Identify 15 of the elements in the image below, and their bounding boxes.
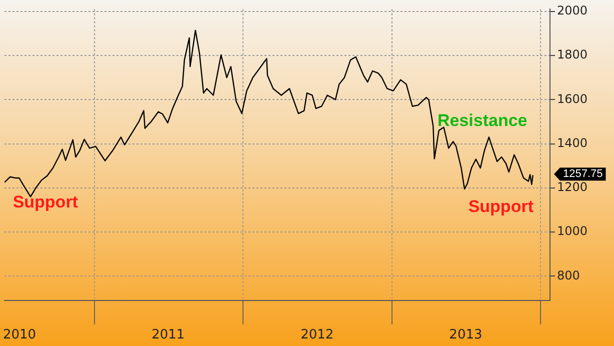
text: 1257.75	[563, 168, 603, 180]
x-tick-label: 2011	[152, 328, 185, 343]
x-tick-label: 2012	[300, 328, 334, 343]
annotation: Resistance	[437, 111, 528, 130]
annotation: Support	[468, 196, 534, 216]
y-tick-label: 800	[557, 268, 580, 282]
annotation: Support	[12, 192, 78, 212]
y-tick-label: 1000	[557, 224, 588, 238]
y-tick-label: 1800	[557, 48, 588, 62]
y-tick-label: 1600	[557, 92, 588, 106]
x-tick-label: 2010	[2, 328, 36, 343]
y-tick-label: 2000	[557, 4, 588, 18]
y-tick-label: 1200	[557, 180, 588, 194]
x-tick-label: 2013	[449, 328, 482, 343]
y-tick-label: 1400	[557, 136, 588, 150]
